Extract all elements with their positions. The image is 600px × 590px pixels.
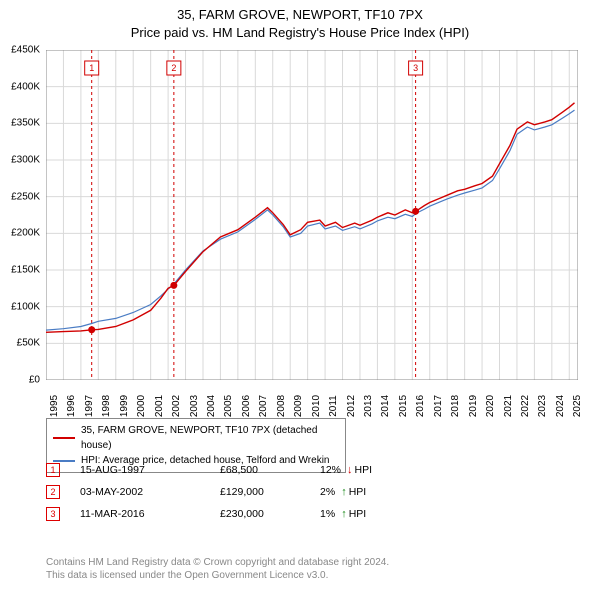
x-tick-label: 2005 bbox=[223, 395, 234, 417]
x-tick-label: 2002 bbox=[171, 395, 182, 417]
annotation-diff-pct: 1% bbox=[320, 508, 335, 520]
x-tick-label: 2017 bbox=[433, 395, 444, 417]
title-line-2: Price paid vs. HM Land Registry's House … bbox=[0, 24, 600, 42]
plot-border bbox=[46, 50, 578, 380]
x-tick-label: 2022 bbox=[520, 395, 531, 417]
x-tick-label: 1997 bbox=[84, 395, 95, 417]
y-tick-label: £150K bbox=[11, 265, 40, 276]
marker-number: 3 bbox=[413, 63, 418, 73]
y-tick-label: £300K bbox=[11, 155, 40, 166]
x-tick-label: 2020 bbox=[485, 395, 496, 417]
annotation-table: 1 15-AUG-1997£68,50012% ↓ HPI 2 03-MAY-2002£… bbox=[46, 460, 578, 526]
annotation-price: £129,000 bbox=[220, 486, 320, 498]
x-tick-label: 2000 bbox=[136, 395, 147, 417]
x-tick-label: 2001 bbox=[154, 395, 165, 417]
y-tick-label: £350K bbox=[11, 118, 40, 129]
y-tick-label: £250K bbox=[11, 191, 40, 202]
marker-dot bbox=[88, 326, 95, 333]
x-tick-label: 2009 bbox=[293, 395, 304, 417]
x-tick-label: 2021 bbox=[503, 395, 514, 417]
annotation-marker: 2 bbox=[46, 485, 60, 499]
y-tick-label: £50K bbox=[17, 338, 40, 349]
annotation-row: 2 03-MAY-2002£129,0002% ↑ HPI bbox=[46, 482, 578, 502]
x-tick-label: 2013 bbox=[363, 395, 374, 417]
marker-number: 2 bbox=[171, 63, 176, 73]
legend-swatch bbox=[53, 437, 75, 439]
annotation-marker: 1 bbox=[46, 463, 60, 477]
annotation-diff: 2% ↑ HPI bbox=[320, 486, 366, 498]
marker-dot bbox=[412, 208, 419, 215]
annotation-diff-label: HPI bbox=[349, 486, 367, 498]
y-tick-label: £0 bbox=[29, 375, 40, 386]
x-tick-label: 2023 bbox=[537, 395, 548, 417]
x-tick-label: 2011 bbox=[328, 395, 339, 417]
x-tick-label: 2024 bbox=[555, 395, 566, 417]
footer-line-2: This data is licensed under the Open Gov… bbox=[46, 569, 389, 582]
y-tick-label: £450K bbox=[11, 45, 40, 56]
annotation-date: 03-MAY-2002 bbox=[80, 486, 220, 498]
x-tick-label: 2003 bbox=[189, 395, 200, 417]
x-tick-label: 1999 bbox=[119, 395, 130, 417]
chart-title: 35, FARM GROVE, NEWPORT, TF10 7PX Price … bbox=[0, 0, 600, 42]
x-tick-label: 1995 bbox=[49, 395, 60, 417]
chart-container: 35, FARM GROVE, NEWPORT, TF10 7PX Price … bbox=[0, 0, 600, 590]
x-tick-label: 2004 bbox=[206, 395, 217, 417]
annotation-price: £68,500 bbox=[220, 464, 320, 476]
annotation-date: 11-MAR-2016 bbox=[80, 508, 220, 520]
annotation-marker: 3 bbox=[46, 507, 60, 521]
legend-label: 35, FARM GROVE, NEWPORT, TF10 7PX (detac… bbox=[81, 423, 339, 453]
annotation-diff: 12% ↓ HPI bbox=[320, 464, 372, 476]
x-tick-label: 2012 bbox=[346, 395, 357, 417]
annotation-diff-label: HPI bbox=[355, 464, 373, 476]
plot-area: 1 2 3 bbox=[46, 50, 578, 380]
x-axis: 1995199619971998199920002001200220032004… bbox=[46, 382, 578, 412]
annotation-diff-pct: 2% bbox=[320, 486, 335, 498]
title-line-1: 35, FARM GROVE, NEWPORT, TF10 7PX bbox=[0, 6, 600, 24]
annotation-diff: 1% ↑ HPI bbox=[320, 508, 366, 520]
x-tick-label: 2014 bbox=[380, 395, 391, 417]
annotation-price: £230,000 bbox=[220, 508, 320, 520]
x-tick-label: 2008 bbox=[276, 395, 287, 417]
arrow-down-icon: ↓ bbox=[347, 464, 353, 476]
x-tick-label: 2018 bbox=[450, 395, 461, 417]
x-tick-label: 1996 bbox=[66, 395, 77, 417]
x-tick-label: 1998 bbox=[101, 395, 112, 417]
x-tick-label: 2006 bbox=[241, 395, 252, 417]
marker-number: 1 bbox=[89, 63, 94, 73]
plot-svg: 1 2 3 bbox=[46, 50, 578, 380]
x-tick-label: 2019 bbox=[468, 395, 479, 417]
y-tick-label: £400K bbox=[11, 81, 40, 92]
annotation-diff-pct: 12% bbox=[320, 464, 341, 476]
legend-item: 35, FARM GROVE, NEWPORT, TF10 7PX (detac… bbox=[53, 423, 339, 453]
y-tick-label: £200K bbox=[11, 228, 40, 239]
marker-dot bbox=[170, 282, 177, 289]
annotation-date: 15-AUG-1997 bbox=[80, 464, 220, 476]
arrow-up-icon: ↑ bbox=[341, 508, 347, 520]
x-tick-label: 2015 bbox=[398, 395, 409, 417]
footer-line-1: Contains HM Land Registry data © Crown c… bbox=[46, 556, 389, 569]
x-tick-label: 2010 bbox=[311, 395, 322, 417]
x-tick-label: 2007 bbox=[258, 395, 269, 417]
annotation-row: 1 15-AUG-1997£68,50012% ↓ HPI bbox=[46, 460, 578, 480]
series-property bbox=[46, 103, 575, 332]
arrow-up-icon: ↑ bbox=[341, 486, 347, 498]
y-tick-label: £100K bbox=[11, 301, 40, 312]
annotation-row: 3 11-MAR-2016£230,0001% ↑ HPI bbox=[46, 504, 578, 524]
x-tick-label: 2025 bbox=[572, 395, 583, 417]
x-tick-label: 2016 bbox=[415, 395, 426, 417]
y-axis: £0£50K£100K£150K£200K£250K£300K£350K£400… bbox=[0, 50, 44, 380]
annotation-diff-label: HPI bbox=[349, 508, 367, 520]
series-hpi bbox=[46, 110, 575, 330]
footer: Contains HM Land Registry data © Crown c… bbox=[46, 556, 389, 582]
